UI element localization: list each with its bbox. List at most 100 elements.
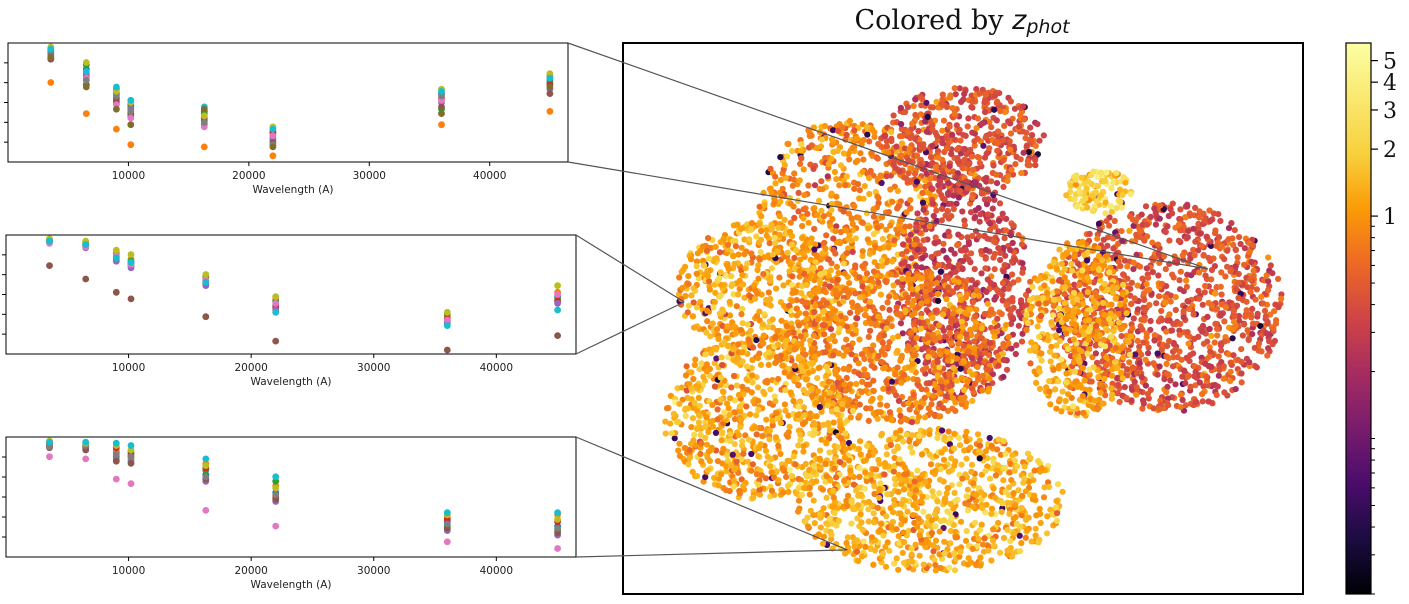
embedding-point: [879, 304, 886, 312]
embedding-point: [818, 396, 825, 403]
embedding-point: [764, 453, 771, 460]
embedding-point: [920, 400, 927, 407]
embedding-point: [768, 487, 776, 494]
embedding-point: [800, 448, 807, 455]
embedding-point: [1002, 488, 1009, 495]
embedding-point: [1126, 227, 1133, 234]
embedding-point: [800, 404, 808, 411]
embedding-point: [976, 455, 983, 462]
embedding-point: [943, 296, 950, 303]
embedding-point: [843, 323, 851, 330]
embedding-point: [684, 309, 691, 316]
embedding-point: [1004, 547, 1011, 554]
embedding-point: [968, 153, 976, 160]
embedding-point: [833, 315, 840, 322]
embedding-point: [695, 394, 702, 401]
embedding-point: [754, 266, 761, 274]
embedding-point: [918, 451, 926, 458]
embedding-point: [1006, 510, 1013, 517]
embedding-point: [676, 400, 683, 407]
embedding-point: [675, 447, 682, 454]
embedding-point: [954, 155, 961, 162]
embedding-point: [943, 135, 951, 142]
embedding-point: [706, 457, 714, 464]
embedding-point: [926, 380, 933, 387]
embedding-point: [787, 261, 794, 268]
embedding-point: [854, 309, 861, 316]
embedding-point: [837, 434, 844, 442]
embedding-point: [897, 104, 905, 111]
embedding-point: [885, 244, 892, 251]
embedding-point: [825, 160, 832, 168]
embedding-point: [933, 207, 940, 214]
embedding-point: [907, 197, 914, 204]
embedding-point: [686, 454, 694, 461]
embedding-point: [765, 349, 773, 356]
embedding-point: [958, 461, 965, 468]
embedding-point: [786, 268, 793, 275]
embedding-point: [988, 442, 995, 449]
embedding-point: [739, 349, 746, 356]
embedding-point: [796, 273, 803, 280]
embedding-point: [788, 281, 796, 288]
embedding-point: [816, 403, 823, 411]
embedding-point: [906, 145, 913, 152]
embedding-point: [973, 125, 980, 132]
embedding-point: [963, 528, 970, 535]
embedding-point: [857, 451, 864, 458]
embedding-point: [769, 324, 776, 331]
embedding-point: [947, 92, 954, 99]
embedding-point: [720, 235, 727, 242]
embedding-point: [749, 379, 756, 386]
embedding-point: [901, 464, 908, 471]
embedding-point: [945, 484, 952, 492]
embedding-point: [871, 259, 878, 266]
embedding-point: [843, 374, 850, 382]
embedding-point: [1012, 502, 1019, 509]
embedding-point: [812, 259, 819, 266]
embedding-point: [927, 104, 935, 111]
embedding-point: [835, 393, 843, 400]
embedding-point: [844, 346, 851, 354]
embedding-point: [880, 532, 887, 539]
embedding-point: [739, 320, 746, 327]
embedding-point: [1147, 317, 1154, 325]
embedding-point: [977, 562, 984, 569]
embedding-point: [696, 402, 704, 409]
embedding-point: [990, 542, 997, 549]
embedding-point: [823, 300, 831, 307]
embedding-point: [909, 120, 916, 127]
embedding-point: [1009, 239, 1016, 247]
embedding-point: [755, 453, 762, 460]
embedding-point: [847, 414, 854, 421]
embedding-point: [951, 489, 958, 496]
embedding-point: [792, 246, 800, 254]
embedding-point: [787, 389, 794, 396]
embedding-point: [712, 346, 720, 353]
embedding-point: [932, 510, 939, 518]
embedding-point: [901, 471, 908, 478]
embedding-point: [777, 420, 785, 427]
embedding-point: [825, 256, 833, 263]
embedding-point: [766, 427, 774, 434]
embedding-point: [831, 465, 838, 472]
embedding-point: [830, 235, 837, 242]
embedding-point: [938, 449, 945, 456]
embedding-point: [883, 378, 890, 385]
embedding-point: [991, 333, 998, 340]
embedding-point: [986, 340, 994, 347]
embedding-point: [833, 223, 840, 230]
embedding-point: [976, 90, 983, 97]
embedding-point: [1275, 275, 1282, 282]
embedding-point: [810, 165, 817, 172]
embedding-point: [799, 234, 806, 242]
embedding-point: [986, 375, 993, 382]
embedding-point: [736, 277, 743, 284]
embedding-point: [749, 461, 757, 468]
embedding-point: [936, 389, 943, 396]
embedding-point: [937, 268, 944, 275]
embedding-point: [803, 376, 810, 383]
embedding-point: [795, 442, 802, 449]
embedding-point: [736, 403, 744, 410]
embedding-point: [893, 555, 900, 562]
